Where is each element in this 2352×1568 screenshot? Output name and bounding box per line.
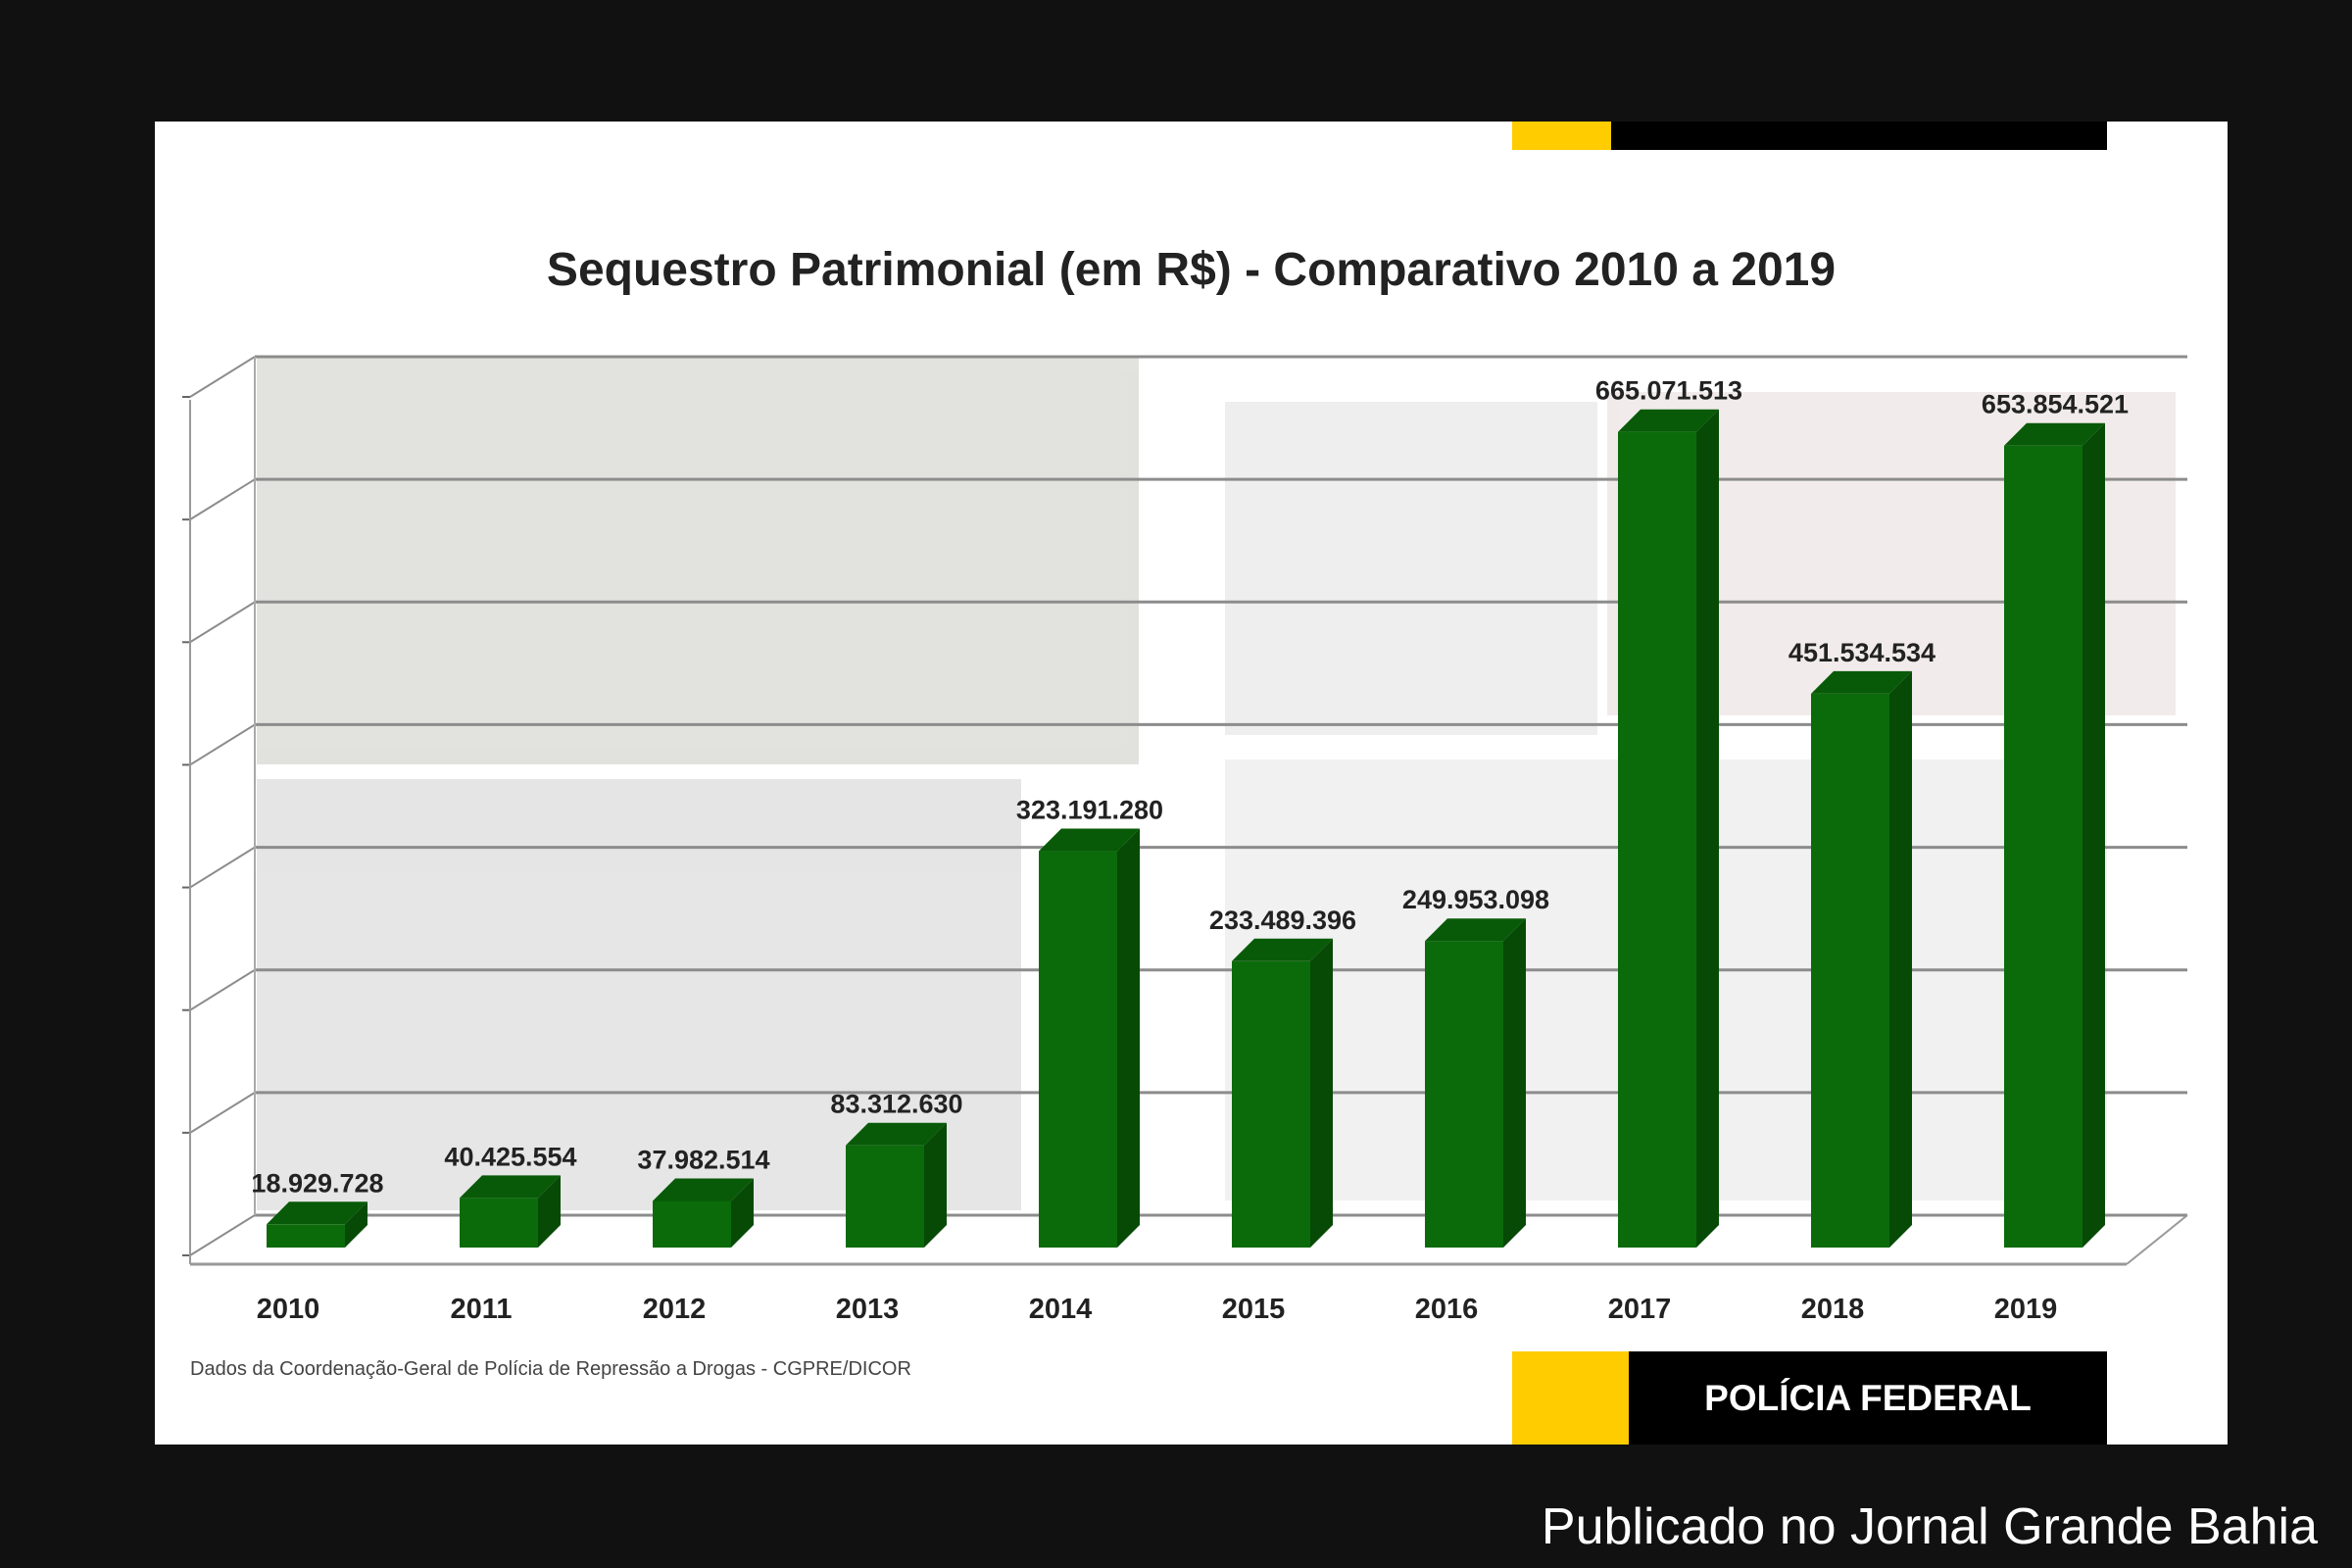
bar-top-2012	[653, 1178, 754, 1201]
data-label-2012: 37.982.514	[637, 1145, 769, 1174]
bar-side-2010	[345, 1201, 368, 1248]
bar-top-2013	[846, 1122, 947, 1146]
bar-top-2017	[1618, 409, 1719, 432]
bar-side-2012	[731, 1178, 754, 1248]
x-axis-labels: 2010 2011 2012 2013 2014 2015 2016 2017 2018 2019	[257, 1294, 2058, 1325]
bar-side-2011	[538, 1175, 561, 1248]
x-tick-2012: 2012	[643, 1294, 707, 1325]
gridline-side	[189, 356, 256, 398]
gridline-side	[189, 723, 256, 766]
bar-2019	[2004, 445, 2082, 1248]
bar-side-2013	[924, 1122, 947, 1248]
bar-top-2015	[1232, 938, 1333, 961]
data-label-2014: 323.191.280	[1016, 796, 1163, 825]
gridline-side	[189, 478, 256, 520]
bar-2018	[1811, 693, 1889, 1248]
bar-2011	[460, 1198, 538, 1248]
x-tick-2010: 2010	[257, 1294, 320, 1325]
bar-top-2014	[1039, 828, 1140, 852]
data-label-2013: 83.312.630	[830, 1090, 962, 1119]
x-tick-2017: 2017	[1608, 1294, 1672, 1325]
data-label-2015: 233.489.396	[1209, 906, 1356, 935]
bottom-yellow-block	[1512, 1351, 1629, 1445]
photo-car-dark	[257, 358, 1139, 764]
bar-2013	[846, 1145, 924, 1248]
bar-2012	[653, 1200, 731, 1248]
source-note: Dados da Coordenação-Geral de Polícia de…	[190, 1358, 911, 1380]
bar-side-2014	[1117, 828, 1140, 1248]
bottom-black-block	[1629, 1351, 2107, 1445]
bar-top-2010	[267, 1201, 368, 1225]
bar-side-2015	[1310, 938, 1333, 1248]
bar-side-2019	[2082, 422, 2105, 1248]
bar-top-2019	[2004, 422, 2105, 446]
floor-right-edge	[2126, 1214, 2188, 1265]
gridline-side	[189, 1214, 256, 1256]
bar-top-2018	[1811, 670, 1912, 694]
chart-title: Sequestro Patrimonial (em R$) - Comparat…	[546, 244, 1837, 296]
photo-car-white	[1225, 402, 1597, 735]
bar-2014	[1039, 851, 1117, 1248]
data-label-2019: 653.854.521	[1982, 390, 2129, 419]
bar-side-2016	[1503, 918, 1526, 1248]
bar-2015	[1232, 960, 1310, 1248]
bars	[267, 409, 2105, 1248]
gridline-side	[189, 601, 256, 644]
gridline-side	[189, 1092, 256, 1134]
x-tick-2013: 2013	[836, 1294, 900, 1325]
data-label-2018: 451.534.534	[1788, 638, 1936, 667]
top-yellow-stripe	[1512, 122, 1611, 150]
bar-top-2016	[1425, 918, 1526, 942]
bar-side-2017	[1696, 409, 1719, 1248]
x-tick-2019: 2019	[1994, 1294, 2058, 1325]
gridline-side	[189, 968, 256, 1011]
data-label-2016: 249.953.098	[1402, 885, 1549, 914]
data-label-2017: 665.071.513	[1595, 376, 1742, 406]
bar-2017	[1618, 431, 1696, 1248]
watermark-text: Publicado no Jornal Grande Bahia	[1541, 1498, 2318, 1555]
data-labels: 18.929.728 40.425.554 37.982.514 83.312.630…	[251, 376, 2129, 1199]
x-tick-2015: 2015	[1222, 1294, 1286, 1325]
x-tick-2016: 2016	[1415, 1294, 1479, 1325]
top-black-stripe	[1611, 122, 2107, 150]
data-label-2010: 18.929.728	[251, 1168, 383, 1198]
brand-label: POLÍCIA FEDERAL	[1704, 1377, 2032, 1418]
bar-2010	[267, 1224, 345, 1248]
bar-top-2011	[460, 1175, 561, 1199]
bar-side-2018	[1889, 670, 1912, 1248]
x-tick-2018: 2018	[1801, 1294, 1865, 1325]
x-tick-2011: 2011	[451, 1294, 513, 1325]
x-tick-2014: 2014	[1029, 1294, 1093, 1325]
gridline-side	[189, 846, 256, 889]
data-label-2011: 40.425.554	[444, 1142, 576, 1171]
bar-2016	[1425, 941, 1503, 1248]
